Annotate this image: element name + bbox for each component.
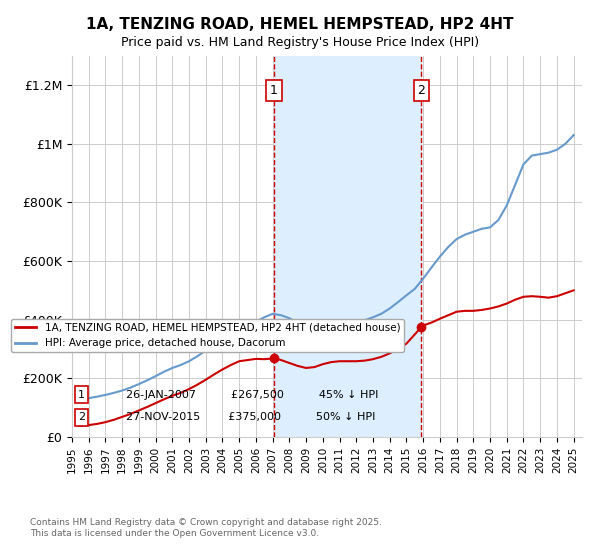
Legend: 1A, TENZING ROAD, HEMEL HEMPSTEAD, HP2 4HT (detached house), HPI: Average price,: 1A, TENZING ROAD, HEMEL HEMPSTEAD, HP2 4… bbox=[11, 319, 404, 352]
Text: 27-NOV-2015        £375,000          50% ↓ HPI: 27-NOV-2015 £375,000 50% ↓ HPI bbox=[126, 412, 376, 422]
Text: 2: 2 bbox=[78, 412, 85, 422]
Text: Contains HM Land Registry data © Crown copyright and database right 2025.
This d: Contains HM Land Registry data © Crown c… bbox=[30, 518, 382, 538]
Text: 26-JAN-2007          £267,500          45% ↓ HPI: 26-JAN-2007 £267,500 45% ↓ HPI bbox=[126, 390, 379, 400]
Text: 1: 1 bbox=[270, 84, 278, 97]
Text: 2: 2 bbox=[418, 84, 425, 97]
Text: 1: 1 bbox=[78, 390, 85, 400]
Text: 1A, TENZING ROAD, HEMEL HEMPSTEAD, HP2 4HT: 1A, TENZING ROAD, HEMEL HEMPSTEAD, HP2 4… bbox=[86, 17, 514, 32]
Bar bbox=[274, 56, 421, 437]
Text: Price paid vs. HM Land Registry's House Price Index (HPI): Price paid vs. HM Land Registry's House … bbox=[121, 36, 479, 49]
